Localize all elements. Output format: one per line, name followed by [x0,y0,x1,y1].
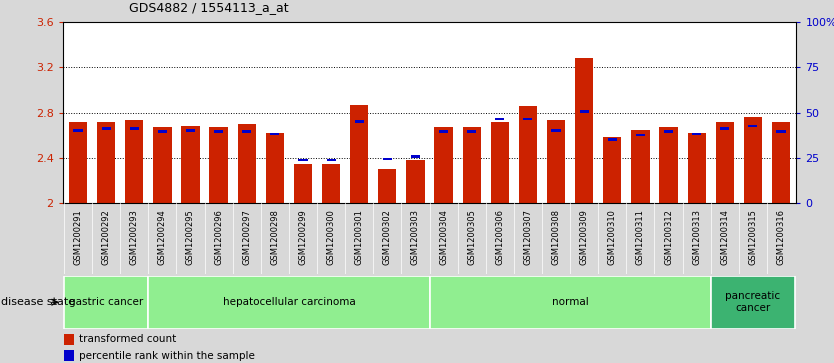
Bar [242,130,251,133]
Bar [547,121,565,203]
Text: GDS4882 / 1554113_a_at: GDS4882 / 1554113_a_at [129,1,289,15]
Text: hepatocellular carcinoma: hepatocellular carcinoma [223,297,355,307]
Bar [69,122,88,203]
Text: GSM1200302: GSM1200302 [383,209,392,265]
Text: GSM1200313: GSM1200313 [692,209,701,265]
Bar [711,276,795,329]
Bar [299,159,308,161]
Bar [524,118,532,121]
Bar [383,158,392,160]
Text: GSM1200306: GSM1200306 [495,209,505,265]
Text: normal: normal [552,297,589,307]
Bar [214,130,224,133]
Bar [575,58,593,203]
Bar [294,164,312,203]
Bar [608,138,617,141]
Bar [603,138,621,203]
Bar [97,122,115,203]
Bar [580,110,589,113]
Text: GSM1200293: GSM1200293 [130,209,138,265]
Text: GSM1200297: GSM1200297 [242,209,251,265]
Bar [411,155,420,158]
Bar [490,122,509,203]
Text: percentile rank within the sample: percentile rank within the sample [79,351,255,361]
Text: GSM1200305: GSM1200305 [467,209,476,265]
Bar [238,124,256,203]
Text: GSM1200304: GSM1200304 [439,209,448,265]
Bar [64,276,148,329]
Bar [439,130,448,133]
Bar [636,134,645,136]
Bar [378,169,396,203]
Bar [716,122,734,203]
Bar [771,122,790,203]
Bar [631,130,650,203]
Text: GSM1200299: GSM1200299 [299,209,308,265]
Bar [354,120,364,123]
Text: GSM1200315: GSM1200315 [748,209,757,265]
Text: GSM1200300: GSM1200300 [327,209,335,265]
Bar [186,129,195,132]
Bar [776,130,786,133]
Bar [270,133,279,135]
Bar [467,130,476,133]
Bar [519,106,537,203]
Bar [125,121,143,203]
Text: pancreatic
cancer: pancreatic cancer [726,291,781,313]
Bar [148,276,430,329]
Bar [721,127,730,130]
Text: disease state: disease state [1,297,75,307]
Bar [322,164,340,203]
Bar [327,159,335,161]
Bar [102,127,111,130]
Text: GSM1200316: GSM1200316 [776,209,786,265]
Text: GSM1200309: GSM1200309 [580,209,589,265]
Bar [209,127,228,203]
Bar [744,117,762,203]
Bar [748,125,757,127]
Text: GSM1200311: GSM1200311 [636,209,645,265]
Text: GSM1200307: GSM1200307 [524,209,532,265]
Bar [664,130,673,133]
Bar [64,350,73,362]
Text: GSM1200303: GSM1200303 [411,209,420,265]
Text: GSM1200308: GSM1200308 [551,209,560,265]
Bar [129,127,138,130]
Bar [551,129,560,132]
Bar [64,334,73,345]
Bar [495,118,505,121]
Text: GSM1200292: GSM1200292 [102,209,111,265]
Bar [350,105,369,203]
Bar [430,276,711,329]
Text: GSM1200310: GSM1200310 [608,209,617,265]
Bar [660,127,678,203]
Bar [266,133,284,203]
Bar [435,127,453,203]
Bar [158,130,167,133]
Text: GSM1200296: GSM1200296 [214,209,224,265]
Bar [181,126,199,203]
Bar [687,133,706,203]
Text: transformed count: transformed count [79,334,176,344]
Text: GSM1200312: GSM1200312 [664,209,673,265]
Bar [153,127,172,203]
Bar [406,160,425,203]
Text: GSM1200298: GSM1200298 [270,209,279,265]
Text: GSM1200291: GSM1200291 [73,209,83,265]
Text: GSM1200294: GSM1200294 [158,209,167,265]
Text: gastric cancer: gastric cancer [69,297,143,307]
Bar [73,129,83,132]
Text: GSM1200301: GSM1200301 [354,209,364,265]
Text: GSM1200295: GSM1200295 [186,209,195,265]
Bar [692,133,701,135]
Bar [463,127,481,203]
Text: GSM1200314: GSM1200314 [721,209,729,265]
